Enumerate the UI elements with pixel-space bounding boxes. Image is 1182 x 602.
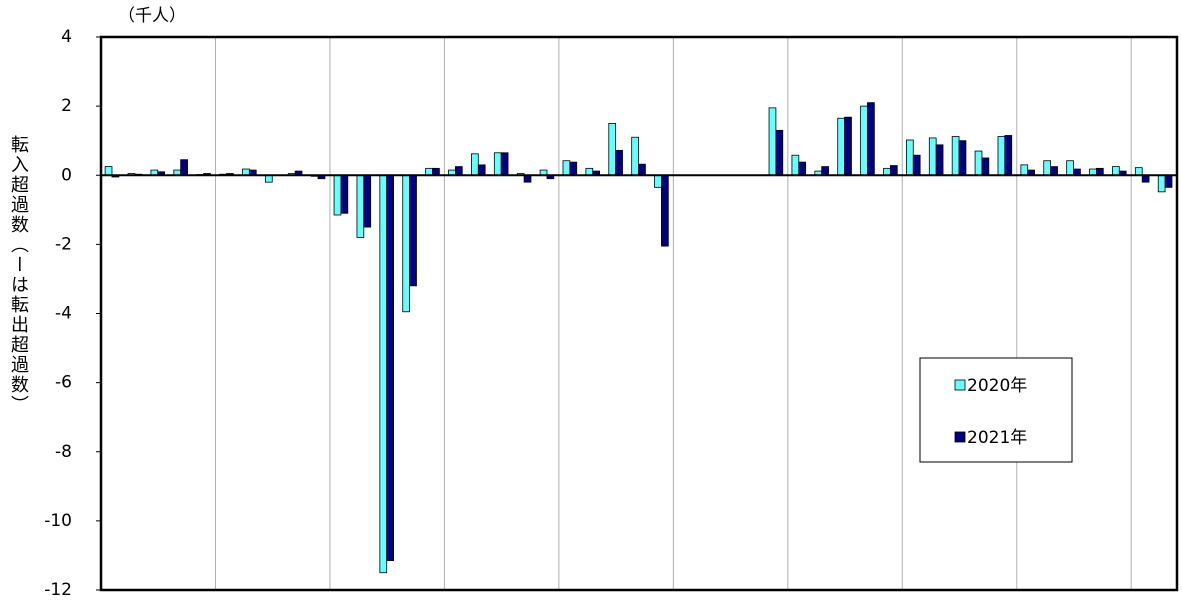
bar	[638, 163, 646, 176]
bar	[615, 149, 623, 176]
bar	[477, 164, 486, 176]
unit-label: （千人）	[118, 6, 186, 26]
bar	[905, 139, 914, 176]
bar	[402, 174, 411, 313]
bar	[569, 161, 578, 176]
bar	[661, 174, 669, 247]
plot-frame	[99, 35, 1179, 592]
bar	[654, 174, 662, 188]
bar	[1050, 166, 1058, 176]
y-axis-label: 転入超過数（ーは転出超過数）	[8, 135, 29, 415]
y-tick-label: -6	[55, 373, 72, 393]
bar	[791, 154, 800, 176]
bar	[386, 174, 394, 562]
bar	[951, 136, 960, 176]
bar	[958, 140, 967, 176]
bar	[1020, 164, 1029, 176]
bar	[1134, 167, 1143, 176]
y-tick-label: -4	[55, 304, 72, 324]
bar	[1004, 135, 1013, 176]
bar	[432, 167, 440, 176]
bar	[1164, 174, 1173, 188]
legend-box	[919, 357, 1073, 463]
bar	[608, 123, 617, 176]
legend-label: 2020年	[967, 376, 1027, 396]
bar	[562, 160, 571, 176]
bar	[363, 174, 372, 228]
bar	[379, 174, 388, 574]
legend-swatch	[954, 379, 966, 391]
bar	[454, 166, 463, 176]
y-tick-label: 4	[61, 27, 72, 47]
bar	[928, 137, 937, 176]
bar	[409, 174, 417, 287]
bar	[775, 129, 784, 176]
y-tick-label: 0	[61, 165, 72, 185]
bar	[837, 117, 845, 176]
legend-swatch	[954, 431, 966, 443]
bar	[333, 174, 342, 216]
bar	[264, 174, 273, 183]
legend-label: 2021年	[967, 428, 1027, 448]
bar	[867, 102, 875, 176]
y-tick-label: -12	[44, 580, 72, 600]
bar	[493, 152, 502, 176]
bar	[1141, 174, 1150, 183]
bar	[1096, 167, 1104, 176]
bar	[935, 144, 944, 176]
bar	[500, 152, 509, 176]
bar	[1066, 160, 1074, 176]
bar	[768, 107, 777, 176]
bar	[104, 166, 113, 176]
bar	[883, 167, 891, 176]
y-tick-label: -2	[55, 234, 72, 254]
bar	[471, 153, 479, 176]
bar	[844, 116, 852, 176]
bar	[912, 154, 921, 176]
bar	[821, 166, 829, 176]
bar	[631, 136, 639, 176]
bar	[340, 174, 349, 214]
bar	[585, 167, 594, 176]
bar	[981, 157, 990, 176]
bar	[889, 165, 898, 176]
bar	[1157, 174, 1166, 193]
bar	[356, 174, 365, 238]
bar	[523, 174, 532, 183]
y-tick-label: -8	[55, 442, 72, 462]
bar	[1112, 166, 1120, 176]
bar	[425, 167, 433, 176]
bar	[798, 161, 807, 176]
y-tick-label: 2	[61, 96, 72, 116]
bar	[1043, 160, 1052, 176]
bar	[180, 159, 188, 176]
y-tick-label: -10	[44, 511, 72, 531]
bar	[860, 105, 868, 176]
bar	[974, 150, 983, 176]
bar	[997, 136, 1006, 176]
